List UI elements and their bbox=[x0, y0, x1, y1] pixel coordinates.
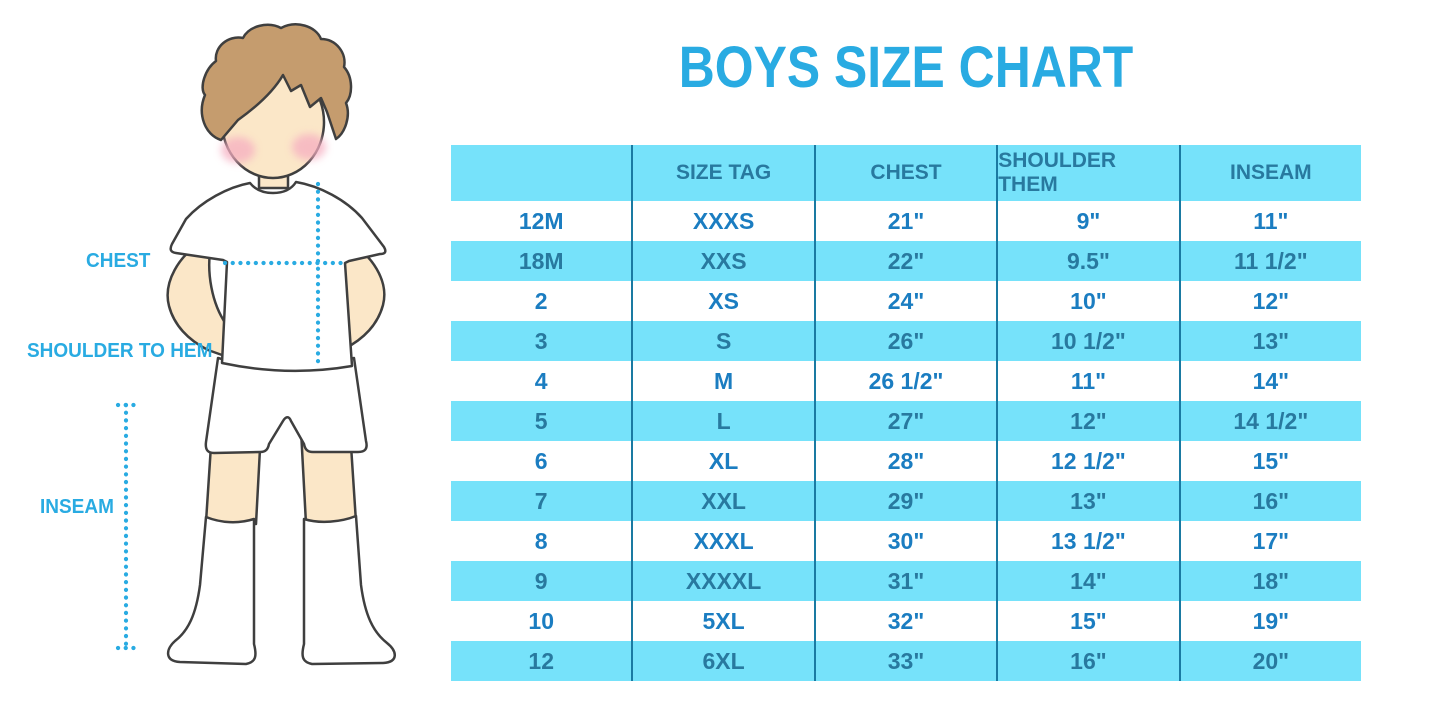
table-cell: 15" bbox=[1180, 441, 1362, 481]
table-cell: 20" bbox=[1180, 641, 1362, 681]
size-table: SIZE TAG CHEST SHOULDER THEM INSEAM 12M XXXS 2… bbox=[451, 145, 1362, 681]
table-cell: 11 1/2" bbox=[1180, 241, 1362, 281]
boy-illustration bbox=[115, 23, 396, 666]
table-row: 2 XS 24" 10" 12" bbox=[451, 281, 1362, 321]
hair bbox=[200, 23, 353, 142]
table-cell: 28" bbox=[815, 441, 999, 481]
table-cell: 4 bbox=[451, 361, 634, 401]
table-cell: XXS bbox=[633, 241, 816, 281]
left-cheek bbox=[221, 137, 255, 163]
table-cell: 18" bbox=[1180, 561, 1362, 601]
header-cell: CHEST bbox=[815, 145, 999, 201]
page-title: BOYS SIZE CHART bbox=[678, 35, 1134, 100]
table-cell: 26 1/2" bbox=[815, 361, 999, 401]
table-cell: 12M bbox=[451, 201, 634, 241]
table-cell: XXXS bbox=[633, 201, 816, 241]
table-cell: 12" bbox=[1180, 281, 1362, 321]
table-cell: 13" bbox=[1180, 321, 1362, 361]
table-cell: 16" bbox=[1180, 481, 1362, 521]
table-cell: S bbox=[633, 321, 816, 361]
table-cell: 29" bbox=[815, 481, 999, 521]
table-cell: XXXL bbox=[633, 521, 816, 561]
table-cell: 13 1/2" bbox=[998, 521, 1181, 561]
table-row: 4 M 26 1/2" 11" 14" bbox=[451, 361, 1362, 401]
table-row: 5 L 27" 12" 14 1/2" bbox=[451, 401, 1362, 441]
table-row: 8 XXXL 30" 13 1/2" 17" bbox=[451, 521, 1362, 561]
table-cell: M bbox=[633, 361, 816, 401]
table-cell: 21" bbox=[815, 201, 999, 241]
table-cell: 30" bbox=[815, 521, 999, 561]
table-cell: 3 bbox=[451, 321, 634, 361]
left-sock bbox=[166, 515, 257, 666]
table-header-row: SIZE TAG CHEST SHOULDER THEM INSEAM bbox=[451, 145, 1362, 201]
table-cell: 12 bbox=[451, 641, 634, 681]
table-cell: 24" bbox=[815, 281, 999, 321]
table-cell: XL bbox=[633, 441, 816, 481]
header-cell bbox=[451, 145, 634, 201]
table-cell: 32" bbox=[815, 601, 999, 641]
table-row: 9 XXXXL 31" 14" 18" bbox=[451, 561, 1362, 601]
table-cell: 2 bbox=[451, 281, 634, 321]
shoulder-to-hem-label: SHOULDER TO HEM bbox=[27, 340, 213, 362]
header-cell: SHOULDER THEM bbox=[998, 145, 1181, 201]
table-row: 10 5XL 32" 15" 19" bbox=[451, 601, 1362, 641]
table-row: 3 S 26" 10 1/2" 13" bbox=[451, 321, 1362, 361]
table-cell: 9" bbox=[998, 201, 1181, 241]
chest-label: CHEST bbox=[86, 250, 151, 272]
right-cheek bbox=[292, 134, 326, 160]
table-cell: 5 bbox=[451, 401, 634, 441]
table-cell: 27" bbox=[815, 401, 999, 441]
table-row: 12M XXXS 21" 9" 11" bbox=[451, 201, 1362, 241]
table-cell: 6XL bbox=[633, 641, 816, 681]
table-cell: 22" bbox=[815, 241, 999, 281]
table-row: 18M XXS 22" 9.5" 11 1/2" bbox=[451, 241, 1362, 281]
table-cell: XXL bbox=[633, 481, 816, 521]
right-sock bbox=[301, 514, 396, 666]
table-cell: 14" bbox=[998, 561, 1181, 601]
header-cell: SIZE TAG bbox=[633, 145, 816, 201]
table-cell: 26" bbox=[815, 321, 999, 361]
table-cell: 8 bbox=[451, 521, 634, 561]
table-row: 6 XL 28" 12 1/2" 15" bbox=[451, 441, 1362, 481]
table-cell: 10" bbox=[998, 281, 1181, 321]
shorts bbox=[204, 356, 368, 455]
table-cell: 13" bbox=[998, 481, 1181, 521]
table-cell: 15" bbox=[998, 601, 1181, 641]
table-cell: 14 1/2" bbox=[1180, 401, 1362, 441]
t-shirt bbox=[169, 180, 387, 373]
table-cell: 9 bbox=[451, 561, 634, 601]
table-row: 7 XXL 29" 13" 16" bbox=[451, 481, 1362, 521]
table-cell: 16" bbox=[998, 641, 1181, 681]
table-cell: 14" bbox=[1180, 361, 1362, 401]
table-cell: 11" bbox=[1180, 201, 1362, 241]
table-row: 12 6XL 33" 16" 20" bbox=[451, 641, 1362, 681]
table-cell: 6 bbox=[451, 441, 634, 481]
table-cell: 17" bbox=[1180, 521, 1362, 561]
inseam-label: INSEAM bbox=[40, 496, 114, 518]
header-cell: INSEAM bbox=[1180, 145, 1362, 201]
table-cell: 10 1/2" bbox=[998, 321, 1181, 361]
table-cell: 7 bbox=[451, 481, 634, 521]
table-cell: 33" bbox=[815, 641, 999, 681]
table-cell: XXXXL bbox=[633, 561, 816, 601]
table-cell: 12 1/2" bbox=[998, 441, 1181, 481]
table-cell: 11" bbox=[998, 361, 1181, 401]
table-cell: 10 bbox=[451, 601, 634, 641]
table-cell: 5XL bbox=[633, 601, 816, 641]
table-cell: 31" bbox=[815, 561, 999, 601]
table-cell: L bbox=[633, 401, 816, 441]
table-cell: 18M bbox=[451, 241, 634, 281]
table-cell: XS bbox=[633, 281, 816, 321]
table-cell: 19" bbox=[1180, 601, 1362, 641]
table-cell: 12" bbox=[998, 401, 1181, 441]
table-cell: 9.5" bbox=[998, 241, 1181, 281]
